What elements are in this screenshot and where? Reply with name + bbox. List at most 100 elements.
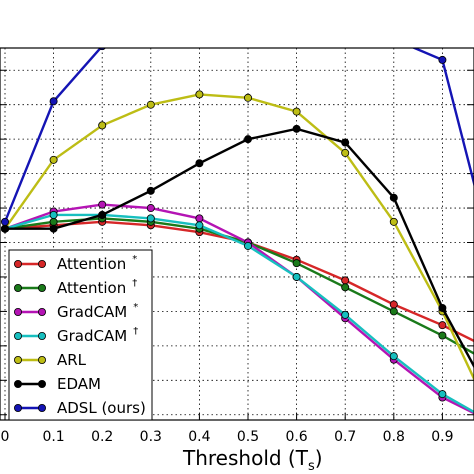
data-point [195, 214, 204, 223]
data-point [98, 48, 106, 51]
data-point [49, 210, 58, 219]
data-point [389, 300, 398, 309]
x-tick-label: 0.9 [431, 429, 453, 445]
legend-label-superscript: † [133, 326, 138, 337]
data-point [146, 204, 155, 213]
legend-swatch-marker-right [38, 259, 47, 268]
data-point [389, 193, 398, 202]
data-point [243, 93, 252, 102]
legend-label: GradCAM [57, 327, 127, 345]
series-line [3, 48, 474, 223]
data-point [1, 224, 9, 233]
legend-label-superscript: * [133, 302, 138, 313]
data-point [244, 17, 251, 24]
data-point [341, 283, 350, 292]
data-point [98, 121, 107, 130]
legend: Attention * Attention † GradCAM * GradCAM † ARL E… [8, 249, 153, 421]
legend-swatch-marker-right [38, 379, 47, 388]
plot-frame [0, 47, 474, 421]
legend-label: ADSL (ours) [57, 399, 146, 417]
legend-swatch-marker-left [13, 403, 22, 412]
legend-swatch-marker-right [38, 307, 47, 316]
data-point [341, 310, 350, 319]
data-point [342, 25, 349, 32]
x-tick-label: 0.3 [140, 429, 162, 445]
legend-label: ARL [57, 351, 87, 369]
data-point [49, 217, 58, 226]
legend-label: EDAM [57, 375, 101, 393]
data-point [293, 18, 300, 25]
legend-swatch-marker-left [13, 307, 22, 316]
data-point [1, 217, 9, 226]
data-point [389, 307, 398, 316]
x-tick-label: 0.5 [237, 429, 259, 445]
x-tick-label: 0 [1, 429, 10, 445]
series-lines [1, 17, 474, 415]
data-point [243, 135, 252, 144]
data-point [389, 352, 398, 361]
data-point [389, 217, 398, 226]
legend-swatch-marker-left [13, 331, 22, 340]
x-tick-label: 0.8 [383, 429, 405, 445]
data-point [341, 276, 350, 285]
data-point [147, 25, 154, 32]
legend-entry: ADSL (ours) [13, 399, 146, 417]
x-axis-label: Threshold (Ts) [182, 446, 323, 474]
data-point [98, 200, 107, 209]
legend-swatch-marker-right [38, 331, 47, 340]
x-tick-label: 0.6 [285, 429, 307, 445]
legend-entry: Attention † [13, 278, 137, 297]
data-point [390, 36, 397, 43]
data-point [195, 221, 204, 230]
series-5 [1, 124, 474, 369]
legend-entry: Attention * [13, 254, 137, 273]
data-point [146, 100, 155, 109]
data-point [341, 138, 350, 147]
data-point [49, 155, 58, 164]
x-tick-label: 0.4 [188, 429, 210, 445]
y-tick-marks [0, 69, 474, 416]
data-point [196, 18, 203, 25]
x-tick-label: 0.1 [42, 429, 64, 445]
legend-swatch-marker-right [38, 355, 47, 364]
legend-label: GradCAM [57, 303, 127, 321]
legend-swatch-marker-left [13, 355, 22, 364]
data-point [98, 210, 107, 219]
data-point [438, 303, 447, 312]
x-axis-label-main: Threshold (T [182, 446, 309, 470]
data-point [341, 148, 350, 157]
legend-swatch-marker-right [38, 283, 47, 292]
legend-swatch-marker-left [13, 379, 22, 388]
data-point [146, 214, 155, 223]
data-point [438, 390, 447, 399]
data-point [292, 107, 301, 116]
legend-label-superscript: * [132, 254, 137, 265]
x-axis-label-subscript: s [308, 459, 315, 474]
x-tick-label: 0.2 [91, 429, 113, 445]
data-point [49, 97, 58, 106]
data-point [49, 224, 58, 233]
data-point [438, 55, 447, 64]
legend-swatch-marker-left [13, 259, 22, 268]
legend-entry: GradCAM * [13, 302, 138, 321]
x-tick-labels: 0 0.1 0.2 0.3 0.4 0.5 0.6 0.7 0.8 0.9 [1, 429, 454, 445]
data-point [292, 124, 301, 133]
legend-entry: GradCAM † [13, 326, 138, 345]
legend-swatch-marker-right [38, 403, 47, 412]
legend-entry: ARL [13, 351, 87, 369]
data-point [292, 272, 301, 281]
data-point [292, 259, 301, 268]
data-point [438, 331, 447, 340]
data-point [243, 241, 252, 250]
legend-label-superscript: † [132, 278, 137, 289]
data-point [195, 90, 204, 99]
legend-swatch-marker-left [13, 283, 22, 292]
legend-label: Attention [57, 255, 126, 273]
legend-entry: EDAM [13, 375, 101, 393]
x-axis-label-close: ) [315, 446, 323, 470]
legend-label: Attention [57, 279, 126, 297]
data-point [438, 321, 447, 330]
x-tick-label: 0.7 [334, 429, 356, 445]
data-point [195, 159, 204, 168]
